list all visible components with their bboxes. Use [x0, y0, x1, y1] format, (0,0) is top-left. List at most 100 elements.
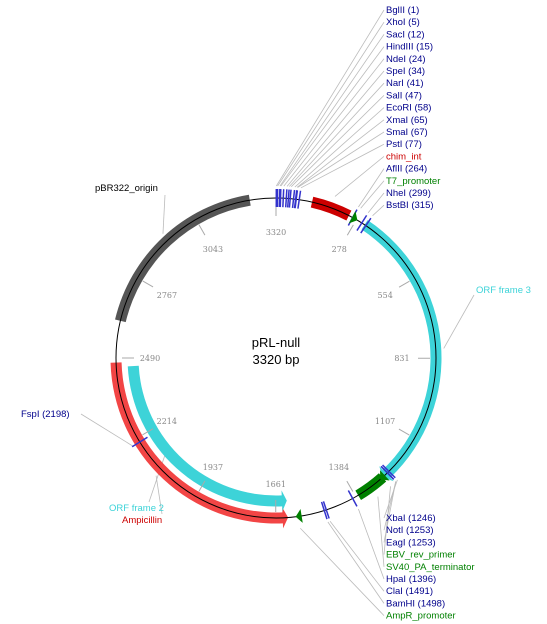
label-orf-frame-3: ORF frame 3 [476, 285, 531, 296]
site-mark [356, 214, 368, 231]
restriction-site-marks [131, 188, 396, 520]
leader-line [283, 58, 385, 187]
leader-line [289, 82, 385, 187]
leader-line [275, 9, 385, 187]
tick-label: 1384 [329, 463, 349, 472]
label-ebv-rev-primer: EBV_rev_primer [386, 550, 456, 561]
tick-mark [398, 280, 410, 288]
label-eagi-1253: EagI (1253) [386, 537, 436, 548]
site-mark [294, 190, 299, 209]
label-hindiii-15: HindIII (15) [386, 42, 433, 53]
feature-pbr322-origin [115, 194, 251, 323]
label-chim-int: chim_int [386, 151, 422, 162]
label-leader-lines [80, 9, 475, 616]
site-mark [320, 501, 328, 520]
marker-ampr-promoter [295, 509, 303, 523]
tick-label: 2767 [157, 291, 177, 300]
leader-line [280, 46, 385, 187]
leader-line [294, 107, 385, 188]
leader-line [360, 180, 385, 209]
leader-line [372, 204, 385, 216]
tick-label: 1661 [266, 480, 286, 489]
tick-mark [346, 480, 354, 492]
label-t7-promoter: T7_promoter [386, 176, 440, 187]
tick-label: 831 [394, 354, 409, 363]
label-saci-12: SacI (12) [386, 29, 425, 40]
leader-line [148, 450, 168, 503]
tick-label: 554 [378, 291, 393, 300]
label-bstbi-315: BstBI (315) [386, 200, 434, 211]
label-noti-1253: NotI (1253) [386, 525, 434, 536]
site-mark [322, 501, 330, 519]
site-mark [382, 464, 396, 479]
feature-ampicillin [110, 362, 289, 529]
site-mark [360, 217, 372, 234]
tick-label: 2214 [157, 417, 177, 426]
site-mark [347, 490, 358, 507]
label-xbai-1246: XbaI (1246) [386, 513, 436, 524]
feature-orf-frame-3 [361, 220, 442, 482]
label-pbr322-origin: pBR322_origin [95, 183, 158, 194]
label-nari-41: NarI (41) [386, 78, 423, 89]
leader-line [80, 413, 134, 447]
leader-line [334, 156, 385, 197]
label-ecori-58: EcoRI (58) [386, 103, 431, 114]
label-fspi-2198: FspI (2198) [21, 409, 70, 420]
label-sv40-pa-terminator: SV40_PA_terminator [386, 562, 475, 573]
site-mark [131, 436, 148, 448]
label-ampr-promoter: AmpR_promoter [386, 611, 456, 622]
marker-ebv-rev-primer [380, 470, 390, 481]
tick-mark [142, 280, 154, 288]
leader-line [279, 34, 385, 187]
plasmid-name: pRL-null [252, 335, 301, 350]
leader-line [155, 475, 163, 515]
feature-arcs [110, 194, 442, 529]
label-ndei-24: NdeI (24) [386, 54, 426, 65]
plasmid-size: 3320 bp [253, 352, 300, 367]
leader-line [383, 486, 391, 555]
leader-line [377, 496, 385, 567]
leader-line [329, 521, 385, 592]
tick-label: 3320 [266, 228, 286, 237]
label-xhoi-5: XhoI (5) [386, 17, 420, 28]
site-mark [380, 465, 395, 480]
site-mark [286, 189, 290, 208]
tick-label: 2490 [140, 354, 160, 363]
leader-line [358, 168, 385, 208]
label-bglii-1: BglII (1) [386, 5, 419, 16]
site-mark [284, 189, 288, 208]
leader-line [300, 527, 385, 616]
label-psti-77: PstI (77) [386, 139, 422, 150]
label-orf-frame-2: ORF frame 2 [109, 503, 164, 514]
leader-line [162, 194, 166, 234]
leader-line [290, 95, 385, 187]
tick-label: 1107 [375, 417, 395, 426]
leader-line [358, 508, 385, 580]
site-mark [291, 189, 296, 208]
tick-mark [398, 428, 410, 436]
label-xmai-65: XmaI (65) [386, 115, 428, 126]
tick-mark [346, 224, 354, 236]
label-spei-34: SpeI (34) [386, 66, 425, 77]
label-hpai-1396: HpaI (1396) [386, 574, 436, 585]
label-bamhi-1498: BamHI (1498) [386, 598, 445, 609]
leader-line [327, 521, 385, 604]
tick-label: 278 [332, 245, 347, 254]
site-mark [288, 189, 292, 208]
scale-ticks: 278 554 831 1107 1384 1661 1937 2214 2490 2767 304… [122, 204, 431, 513]
leader-line [443, 294, 475, 349]
label-aflii-264: AflII (264) [386, 164, 427, 175]
tick-label: 3043 [203, 245, 223, 254]
feature-orf-frame-2 [127, 365, 287, 512]
label-nhei-299: NheI (299) [386, 188, 431, 199]
tick-mark [142, 428, 154, 436]
tick-mark [198, 224, 206, 236]
label-sali-47: SalI (47) [386, 90, 422, 101]
marker-t7-promoter [348, 211, 358, 224]
feature-chim-int [310, 196, 352, 221]
tick-label: 1937 [203, 463, 223, 472]
tick-mark [198, 480, 206, 492]
leader-line [277, 21, 385, 187]
site-mark [282, 189, 285, 208]
